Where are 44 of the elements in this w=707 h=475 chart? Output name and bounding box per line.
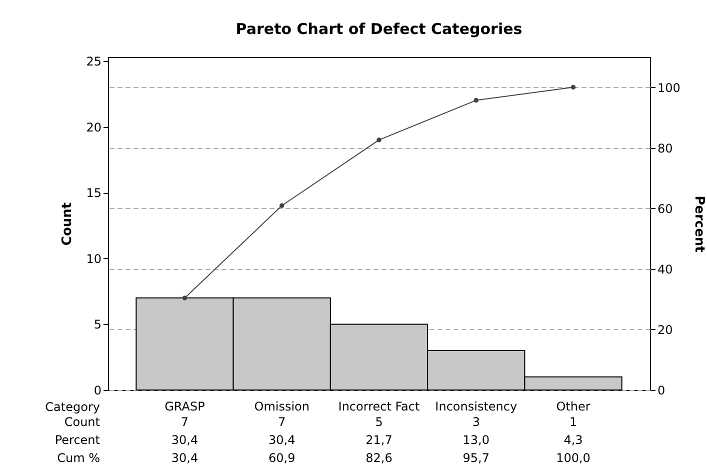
y-tick-label: 0 [94,384,102,398]
y-tick-label: 5 [94,318,102,332]
y-axis-title: Count [60,202,76,246]
data-label: 30,4 [171,451,198,465]
text: 30,4 [268,433,296,447]
y2-tick-label: 0 [658,384,666,398]
x-tick-label: Incorrect Fact [338,400,420,414]
x-tick-label: Inconsistency [435,400,518,414]
x-axis-title: Category [45,400,100,414]
x-tick-label: Other [556,400,590,414]
point [182,296,188,300]
data-label: 100,0 [556,451,590,465]
x-tick-label: GRASP [164,400,205,414]
data-label: 3 [472,415,480,429]
point [376,138,382,142]
y-tick-label: 20 [86,120,102,134]
text: Count [64,415,100,429]
y2-axis-title: Percent [691,196,706,252]
data-label: 95,7 [462,451,490,465]
y2-tick-label: 40 [658,262,673,276]
point [474,98,478,103]
data-label: 7 [180,415,189,429]
text: 30,4 [171,433,198,447]
data-label: 5 [375,415,383,429]
y-tick-label: 10 [86,252,102,266]
y-tick-label: 15 [86,186,102,200]
y2-tick-label: 80 [658,141,673,156]
x-tick-label: Omission [254,400,310,414]
y2-tick-label: 60 [658,202,673,216]
chart-title: Pareto Chart of Defect Categories [236,20,522,38]
y2-tick-label: 100 [658,80,680,95]
text: 21,7 [366,433,392,447]
point [570,84,576,90]
text: Percent [54,433,100,447]
data-label: 1 [569,415,578,429]
text: 13,0 [462,433,490,447]
data-label: 82,6 [366,451,392,465]
data-label: 60,9 [268,451,296,465]
data-label: 7 [278,415,286,429]
point [280,203,284,208]
text: 4,3 [564,433,583,447]
y-tick-label: 25 [86,54,102,68]
text: Cum % [57,451,100,465]
y2-tick-label: 20 [658,322,673,337]
